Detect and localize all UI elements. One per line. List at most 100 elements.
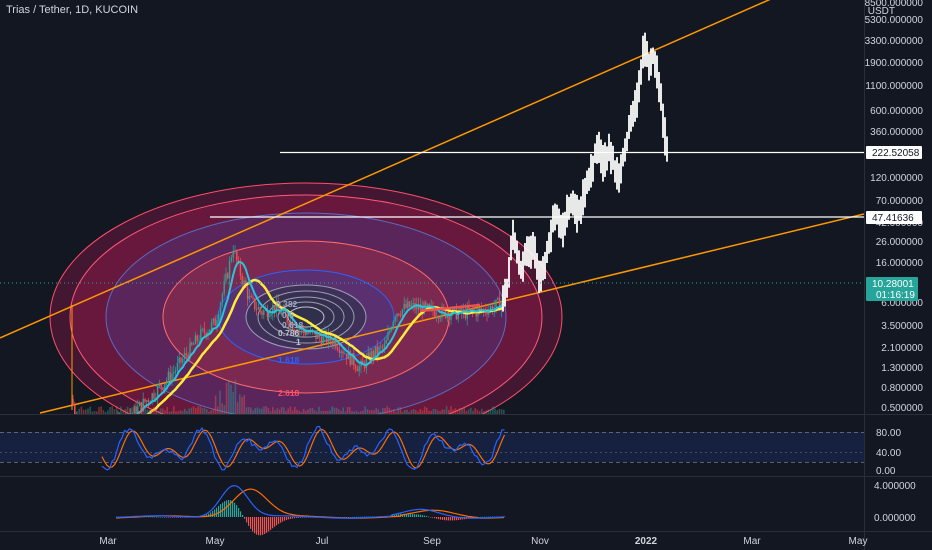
candle-body <box>416 304 418 310</box>
candle-body <box>105 427 106 430</box>
macd-hist-bar <box>418 514 420 517</box>
volume-bar <box>302 408 305 414</box>
candle-body <box>423 302 425 315</box>
volume-bar <box>382 407 384 414</box>
candle-body <box>480 308 483 311</box>
candle-body <box>147 400 150 403</box>
candle-body <box>318 333 321 337</box>
candle-body <box>284 308 287 315</box>
candle-body <box>212 318 215 323</box>
candle-body <box>126 415 127 424</box>
candle-body <box>428 303 431 306</box>
volume-bar <box>151 408 153 414</box>
volume-bar <box>423 406 426 414</box>
candle-body <box>128 417 129 424</box>
volume-bar <box>142 406 144 414</box>
time-tick: May <box>849 536 868 547</box>
volume-bar <box>197 406 199 414</box>
candle-body <box>270 313 272 316</box>
price-tick: 26.000000 <box>876 237 924 248</box>
macd-hist-bar <box>438 517 440 520</box>
volume-bar <box>487 409 490 414</box>
candle-body <box>365 357 368 369</box>
candle-body <box>255 309 258 310</box>
volume-bar <box>74 407 76 414</box>
price-tick: 1100.000000 <box>865 81 923 92</box>
macd-signal-line <box>116 488 505 519</box>
fib-circles[interactable] <box>49 182 563 451</box>
volume-bar <box>294 406 296 414</box>
price-axis[interactable]: 8500.000000 USDT 5300.000000 3300.000000… <box>865 0 924 414</box>
volume-bar <box>415 410 417 414</box>
macd-hist-bar <box>434 517 436 519</box>
volume-bar <box>309 408 311 414</box>
volume-bar <box>401 411 404 414</box>
volume-bar <box>173 406 175 414</box>
volume-bar <box>408 411 410 414</box>
volume-bar <box>494 408 496 414</box>
volume-bar <box>201 407 204 414</box>
macd-pane[interactable]: 4.000000 0.000000 <box>115 481 916 536</box>
candle-body <box>293 329 296 331</box>
macd-hist-bar <box>266 517 268 533</box>
stoch-pane[interactable]: 80.00 40.00 0.00 <box>0 425 901 478</box>
time-axis[interactable]: Mar May Jul Sep Nov 2022 Mar May <box>99 536 867 547</box>
macd-hist-bar <box>444 517 446 521</box>
macd-hist-bar <box>344 517 346 518</box>
candle-body <box>315 331 317 339</box>
volume-bar <box>124 408 127 414</box>
candle-body <box>130 415 131 417</box>
current-price-tag[interactable]: 10.28001 01:16:19 <box>866 277 918 301</box>
macd-hist-bar <box>424 515 426 517</box>
volume-bar <box>406 409 408 414</box>
volume-bar <box>208 411 210 414</box>
macd-hist-bar <box>300 517 302 518</box>
level-tag-222[interactable]: 222.52058 <box>866 146 922 159</box>
volume-bar <box>503 409 505 414</box>
volume-bar <box>439 411 441 414</box>
macd-hist-bar <box>342 517 344 518</box>
volume-bar <box>225 382 228 414</box>
current-price-countdown: 01:16:19 <box>876 290 915 301</box>
macd-hist-bar <box>504 516 506 518</box>
candle-body <box>192 344 195 345</box>
macd-hist-bar <box>452 517 454 521</box>
level-tag-47[interactable]: 47.41636 <box>866 211 922 224</box>
macd-hist-bar <box>292 517 294 519</box>
candle-body <box>385 340 387 344</box>
macd-hist-bar <box>410 514 412 517</box>
volume-bar <box>377 409 380 414</box>
macd-hist-bar <box>460 517 462 520</box>
volume-bar <box>144 406 146 414</box>
volume-bar <box>219 390 221 414</box>
macd-hist-bar <box>360 516 362 518</box>
volume-bar <box>489 410 492 414</box>
macd-hist-bar <box>450 517 452 521</box>
candle-body <box>234 250 236 252</box>
volume-bar <box>87 408 89 414</box>
volume-bar <box>320 411 322 414</box>
volume-bar <box>243 394 245 414</box>
macd-hist-bar <box>234 502 236 517</box>
candle-body <box>470 308 472 310</box>
price-tick: 120.000000 <box>870 173 923 184</box>
red-marker-line <box>419 303 481 313</box>
macd-hist-bar <box>152 516 154 518</box>
volume-bar <box>190 407 193 414</box>
candle-body <box>146 400 148 402</box>
volume-bar <box>267 408 270 414</box>
volume-bar <box>324 410 327 414</box>
macd-hist-bar <box>396 514 398 517</box>
candle-body <box>263 310 265 315</box>
volume-bar <box>355 410 358 414</box>
volume-bar <box>122 411 124 414</box>
macd-hist-bar <box>212 510 214 517</box>
macd-hist-bar <box>288 517 290 520</box>
upper-trendline[interactable] <box>0 0 780 339</box>
candle-body <box>403 303 405 310</box>
candle-body <box>394 316 396 322</box>
volume-bar <box>256 407 259 414</box>
chart-title: Trias / Tether, 1D, KUCOIN <box>6 4 139 16</box>
candle-body <box>239 261 242 276</box>
